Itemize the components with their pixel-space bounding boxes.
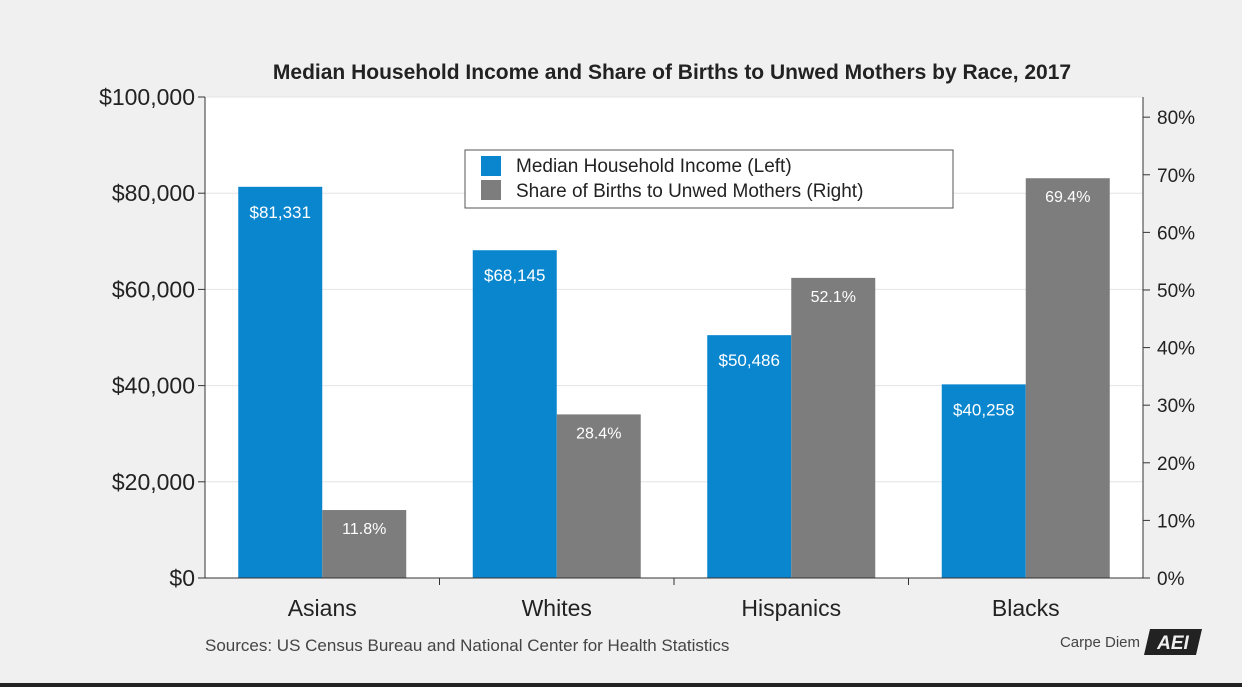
- bar-income-label: $50,486: [719, 351, 780, 370]
- bar-births-label: 28.4%: [576, 425, 621, 442]
- legend-box: [464, 149, 954, 209]
- legend: Median Household Income (Left) Share of …: [464, 149, 954, 209]
- aei-logo: AEI: [1144, 629, 1202, 655]
- right-tick-label: 20%: [1157, 454, 1195, 475]
- bar-income: [941, 384, 1026, 578]
- left-tick-label: $0: [169, 565, 195, 591]
- legend-swatch-income: [481, 156, 501, 176]
- bar-income-label: $40,258: [953, 400, 1014, 419]
- left-tick-label: $20,000: [112, 469, 195, 495]
- bar-births: [791, 277, 876, 578]
- legend-label-births: Share of Births to Unwed Mothers (Right): [516, 181, 863, 202]
- chart-title: Median Household Income and Share of Bir…: [273, 61, 1071, 84]
- bar-births: [556, 414, 641, 578]
- right-tick-label: 60%: [1157, 223, 1195, 244]
- axes: $0 $20,000 $40,000 $60,000 $80,000 $100,000 0%…: [99, 84, 1195, 591]
- bar-income: [472, 250, 557, 579]
- brand-text: Carpe Diem: [1060, 634, 1140, 651]
- right-tick-label: 0%: [1157, 569, 1185, 590]
- bar-income-label: $81,331: [250, 203, 311, 222]
- bar-births-label: 69.4%: [1045, 189, 1090, 206]
- left-tick-label: $80,000: [112, 180, 195, 206]
- legend-swatch-births: [481, 180, 501, 200]
- bar-income: [707, 335, 792, 578]
- category-label: Whites: [522, 595, 592, 621]
- left-tick-label: $40,000: [112, 373, 195, 399]
- bottom-border: [0, 683, 1242, 687]
- source-note: Sources: US Census Bureau and National C…: [205, 636, 729, 655]
- right-tick-label: 10%: [1157, 511, 1195, 532]
- left-tick-label: $60,000: [112, 276, 195, 302]
- left-tick-label: $100,000: [99, 84, 195, 110]
- bar-income: [238, 186, 323, 578]
- bar-income-label: $68,145: [484, 266, 545, 285]
- right-tick-label: 70%: [1157, 166, 1195, 187]
- bar-births-label: 52.1%: [811, 289, 856, 306]
- bars: $81,331 11.8% Asians $68,145 28.4% Whites $50,…: [238, 178, 1110, 621]
- category-label: Blacks: [992, 595, 1060, 621]
- bar-births: [1025, 178, 1110, 578]
- legend-label-income: Median Household Income (Left): [516, 156, 792, 177]
- right-tick-label: 80%: [1157, 108, 1195, 129]
- right-tick-label: 50%: [1157, 281, 1195, 302]
- category-label: Asians: [288, 595, 357, 621]
- category-label: Hispanics: [741, 595, 841, 621]
- bar-births: [322, 510, 407, 578]
- aei-logo-text: AEI: [1156, 633, 1189, 654]
- right-tick-label: 40%: [1157, 339, 1195, 360]
- bar-births-label: 11.8%: [342, 521, 386, 538]
- right-tick-label: 30%: [1157, 396, 1195, 417]
